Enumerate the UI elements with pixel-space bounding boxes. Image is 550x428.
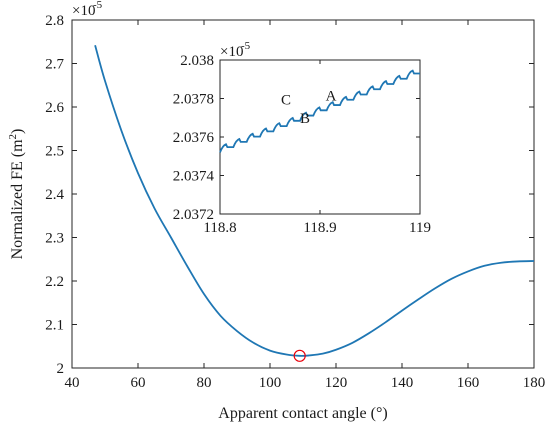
main-y-tick-label: 2.5 <box>45 144 64 160</box>
inset-annotations: C AB <box>281 88 337 127</box>
main-y-exponent-base: ×10 <box>72 3 95 19</box>
inset-annotation-b: B <box>300 111 310 127</box>
inset-x-tick-label: 118.9 <box>303 220 336 236</box>
main-x-tick-label: 180 <box>523 375 546 391</box>
inset-x-tick-label: 118.8 <box>203 220 236 236</box>
main-x-tick-label: 60 <box>131 375 146 391</box>
main-x-tick-label: 80 <box>197 375 212 391</box>
main-x-tick-label: 120 <box>325 375 348 391</box>
y-axis-label-main: Normalized FE (m <box>9 139 26 260</box>
main-y-tick-label: 2.8 <box>45 13 64 29</box>
inset-y-tick-label: 2.0376 <box>173 130 215 146</box>
inset-y-tick-labels: 2.0372 2.0374 2.0376 2.0378 2.038 <box>173 53 215 223</box>
inset-y-exponent-base: ×10 <box>220 44 243 60</box>
inset-y-tick-label: 2.0372 <box>173 207 214 223</box>
inset-annotation-c: C <box>281 92 291 108</box>
y-axis-label-close: ) <box>9 129 26 134</box>
inset-y-tick-label: 2.0378 <box>173 92 214 108</box>
inset-y-tick-label: 2.0374 <box>173 169 215 185</box>
main-y-tick-label: 2.3 <box>45 231 64 247</box>
inset-y-tick-label: 2.038 <box>180 53 214 69</box>
main-x-tick-label: 160 <box>457 375 480 391</box>
x-axis-label: Apparent contact angle (°) <box>218 405 387 422</box>
main-axis-ticks <box>71 19 535 369</box>
main-y-tick-label: 2.2 <box>45 274 64 290</box>
inset-series-line <box>219 69 420 153</box>
main-y-tick-label: 2.4 <box>45 187 64 203</box>
inset-axis-ticks <box>219 59 421 215</box>
main-x-tick-label: 100 <box>259 375 282 391</box>
main-x-tick-label: 140 <box>391 375 414 391</box>
main-y-tick-labels: 2 2.1 2.2 2.3 2.4 2.5 2.6 2.7 2.8 <box>45 13 64 377</box>
y-axis-label-sup: 2 <box>7 134 19 140</box>
inset-x-tick-labels: 118.8 118.9 119 <box>203 220 431 236</box>
main-y-exponent-power: -5 <box>93 0 103 11</box>
main-y-tick-label: 2.1 <box>45 318 64 334</box>
main-series-line <box>94 44 535 357</box>
main-x-tick-labels: 40 60 80 100 120 140 160 180 <box>65 375 546 391</box>
main-y-tick-label: 2.7 <box>45 57 64 73</box>
main-y-tick-label: 2 <box>57 361 65 377</box>
inset-y-exponent-power: -5 <box>241 40 251 52</box>
main-y-tick-label: 2.6 <box>45 100 64 116</box>
minimum-marker-circle <box>293 349 306 362</box>
inset-annotation-a: A <box>326 88 337 104</box>
inset-x-tick-label: 119 <box>409 220 431 236</box>
y-axis-label: Normalized FE (m2) <box>7 129 26 260</box>
main-x-tick-label: 40 <box>65 375 80 391</box>
